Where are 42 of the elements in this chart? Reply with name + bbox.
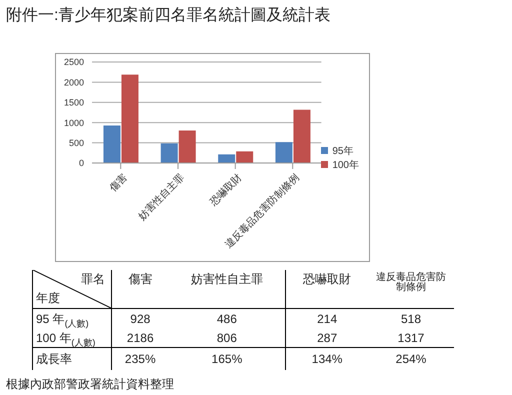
- y-tick-label: 2000: [64, 77, 84, 88]
- text: 2186: [126, 330, 155, 346]
- bar: [178, 130, 196, 163]
- bar: [218, 154, 236, 163]
- text: 罪名: [81, 272, 105, 286]
- bar: [121, 74, 138, 163]
- text: 1317: [396, 330, 426, 346]
- legend-label: 95年: [332, 146, 354, 156]
- text: 806: [168, 328, 286, 348]
- text: 486: [168, 308, 286, 328]
- bar: [103, 126, 120, 163]
- bar: [236, 151, 254, 163]
- y-tick-label: 500: [68, 138, 84, 148]
- bar: [160, 143, 178, 163]
- text: 235%: [124, 351, 157, 368]
- text: 年度: [36, 291, 60, 305]
- text: 254%: [394, 351, 428, 368]
- legend-label: 100年: [332, 160, 359, 170]
- y-tick-label: 0: [78, 158, 84, 168]
- x-tick-label: 恐嚇取財: [206, 171, 244, 209]
- text: 134%: [310, 351, 344, 368]
- bar: [293, 110, 310, 163]
- text: 違反毒品危害防制條例: [375, 270, 447, 295]
- text: 根據內政部警政署統計資料整理: [6, 376, 174, 393]
- text: 100 年$_{(人數)}$: [36, 330, 96, 347]
- bar: [275, 142, 292, 163]
- y-tick-label: 2500: [64, 57, 84, 68]
- text: 成長率: [36, 352, 72, 366]
- y-tick-label: 1000: [64, 118, 84, 128]
- text: 恐嚇取財: [302, 271, 352, 288]
- text: 妨害性自主罪: [168, 270, 286, 308]
- y-tick-label: 1500: [64, 98, 84, 108]
- text: 928: [129, 310, 152, 328]
- text: 傷害: [127, 271, 154, 288]
- text: 165%: [168, 348, 286, 370]
- text: 287: [316, 330, 338, 346]
- x-tick-label: 傷害: [106, 171, 130, 194]
- text: 95 年$_{(人數)}$: [36, 312, 89, 328]
- chart-title: 附件一:青少年犯案前四名罪名統計圖及統計表: [6, 5, 330, 26]
- text: 518: [400, 310, 422, 328]
- text: 214: [316, 310, 338, 328]
- x-tick-label: 妨害性自主罪: [136, 171, 187, 222]
